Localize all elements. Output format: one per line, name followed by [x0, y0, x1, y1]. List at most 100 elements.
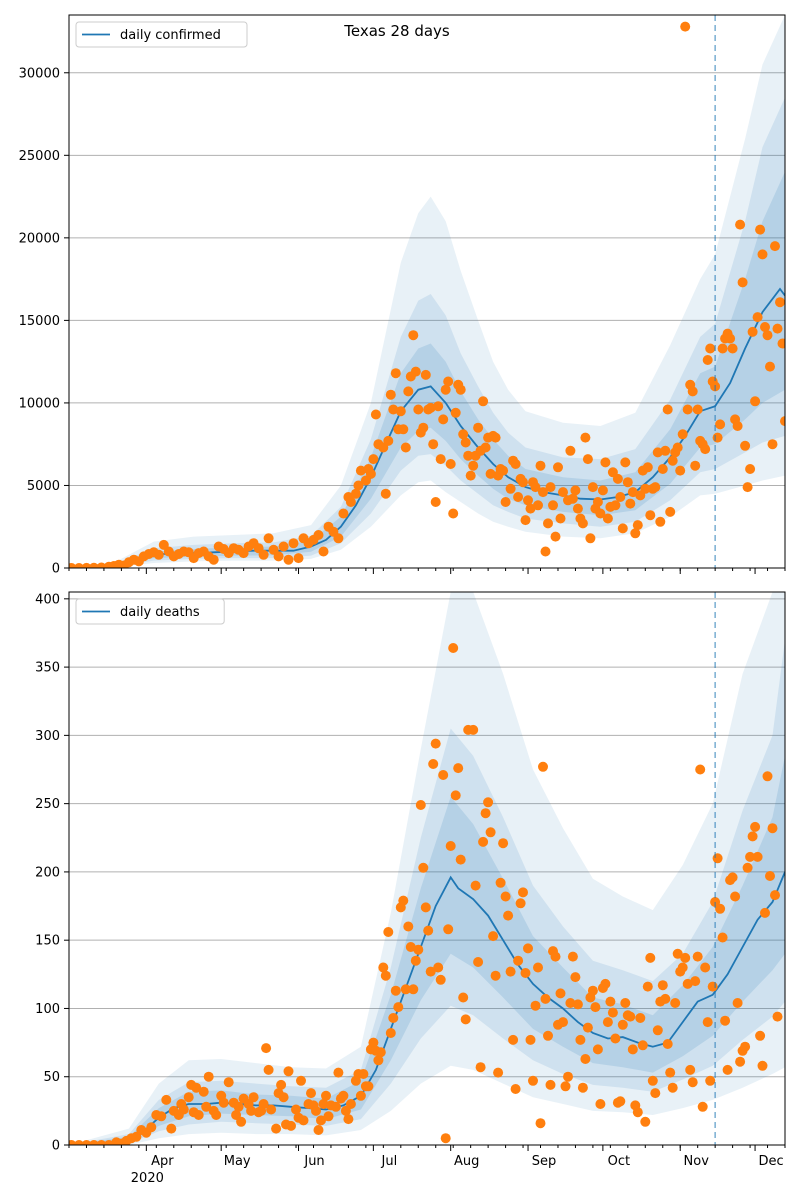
data-point-29: [203, 1071, 214, 1082]
data-point-126: [535, 460, 546, 471]
x-tick-label-5: Sep: [532, 1154, 557, 1169]
data-point-218: [705, 1075, 716, 1086]
data-point-117: [513, 492, 524, 502]
data-point-48: [318, 546, 329, 557]
data-point-154: [545, 1079, 556, 1090]
data-point-149: [595, 508, 606, 519]
data-point-214: [757, 249, 768, 260]
data-point-43: [293, 553, 304, 564]
data-point-180: [672, 442, 683, 453]
data-point-108: [428, 759, 439, 769]
data-point-136: [500, 891, 511, 902]
data-point-137: [565, 445, 576, 456]
data-point-69: [390, 368, 401, 379]
data-point-81: [420, 369, 431, 380]
axes-frame: [68, 14, 786, 569]
data-point-144: [520, 968, 531, 978]
data-point-217: [765, 361, 775, 372]
data-point-38: [236, 1116, 247, 1127]
data-point-79: [355, 1090, 366, 1101]
data-point-49: [271, 1123, 282, 1134]
y-tick-label-6: 30000: [19, 66, 60, 81]
data-point-55: [286, 1120, 296, 1131]
x-tick-label-7: Nov: [684, 1154, 710, 1169]
data-point-65: [316, 1115, 326, 1126]
data-point-129: [543, 518, 553, 529]
data-point-110: [433, 962, 444, 973]
data-point-138: [505, 966, 516, 977]
data-point-146: [525, 1034, 536, 1045]
data-point-203: [667, 1082, 678, 1093]
data-point-187: [627, 1044, 638, 1055]
data-point-201: [725, 333, 736, 344]
data-point-112: [438, 770, 449, 780]
data-point-59: [298, 1115, 309, 1126]
y-tick-label-7: 350: [35, 661, 60, 676]
legend: daily confirmed: [75, 21, 248, 48]
data-point-5: [103, 1140, 114, 1145]
data-point-184: [682, 404, 693, 415]
data-point-211: [750, 396, 761, 407]
data-point-229: [732, 998, 743, 1008]
data-point-182: [677, 429, 688, 440]
data-point-131: [548, 500, 558, 511]
data-point-114: [505, 483, 516, 494]
data-point-148: [530, 1000, 541, 1011]
data-point-3: [88, 1140, 99, 1145]
data-point-89: [380, 970, 391, 981]
y-tick-label-2: 100: [35, 1002, 60, 1017]
data-point-55: [350, 488, 361, 499]
data-point-171: [587, 985, 598, 996]
data-point-92: [448, 508, 459, 519]
data-point-223: [717, 932, 728, 943]
y-tick-label-0: 0: [52, 1139, 60, 1154]
data-point-31: [211, 1110, 222, 1120]
data-point-143: [518, 887, 528, 898]
data-point-222: [777, 338, 785, 349]
data-point-120: [520, 515, 531, 526]
data-point-116: [448, 643, 459, 653]
data-point-98: [403, 921, 414, 932]
data-point-153: [543, 1030, 553, 1041]
data-point-26: [193, 1110, 204, 1120]
data-point-164: [632, 520, 643, 531]
data-point-200: [660, 993, 671, 1004]
data-point-104: [418, 862, 429, 873]
y-tick-label-8: 400: [35, 592, 60, 607]
data-point-150: [535, 1118, 546, 1129]
data-point-121: [523, 495, 533, 506]
data-point-51: [276, 1079, 287, 1090]
data-point-199: [657, 980, 668, 991]
data-point-148: [592, 497, 603, 507]
data-point-114: [443, 924, 454, 935]
x-tick-label-3: Jul: [381, 1154, 398, 1169]
data-point-92: [388, 1013, 399, 1023]
data-point-202: [665, 1067, 676, 1078]
data-point-138: [567, 493, 578, 504]
data-point-217: [702, 1017, 713, 1028]
data-point-133: [493, 1067, 504, 1078]
data-point-201: [662, 1039, 673, 1049]
data-point-196: [712, 432, 723, 443]
data-point-208: [680, 952, 691, 963]
data-point-221: [775, 297, 785, 308]
data-point-134: [555, 513, 566, 524]
data-point-187: [690, 460, 701, 471]
data-point-73: [338, 1090, 349, 1101]
data-point-145: [585, 533, 596, 544]
data-point-145: [523, 943, 533, 954]
data-point-93: [450, 407, 461, 418]
data-point-241: [762, 771, 773, 782]
data-point-225: [722, 1064, 733, 1075]
data-point-61: [368, 454, 379, 465]
data-point-42: [248, 1092, 259, 1103]
data-point-163: [630, 528, 641, 539]
data-point-238: [755, 1030, 766, 1041]
data-point-151: [600, 457, 611, 468]
data-point-130: [485, 827, 496, 838]
data-point-165: [572, 999, 583, 1010]
data-point-209: [682, 978, 693, 989]
data-point-132: [550, 531, 561, 542]
y-tick-label-4: 20000: [19, 231, 60, 246]
y-tick-label-3: 150: [35, 934, 60, 949]
